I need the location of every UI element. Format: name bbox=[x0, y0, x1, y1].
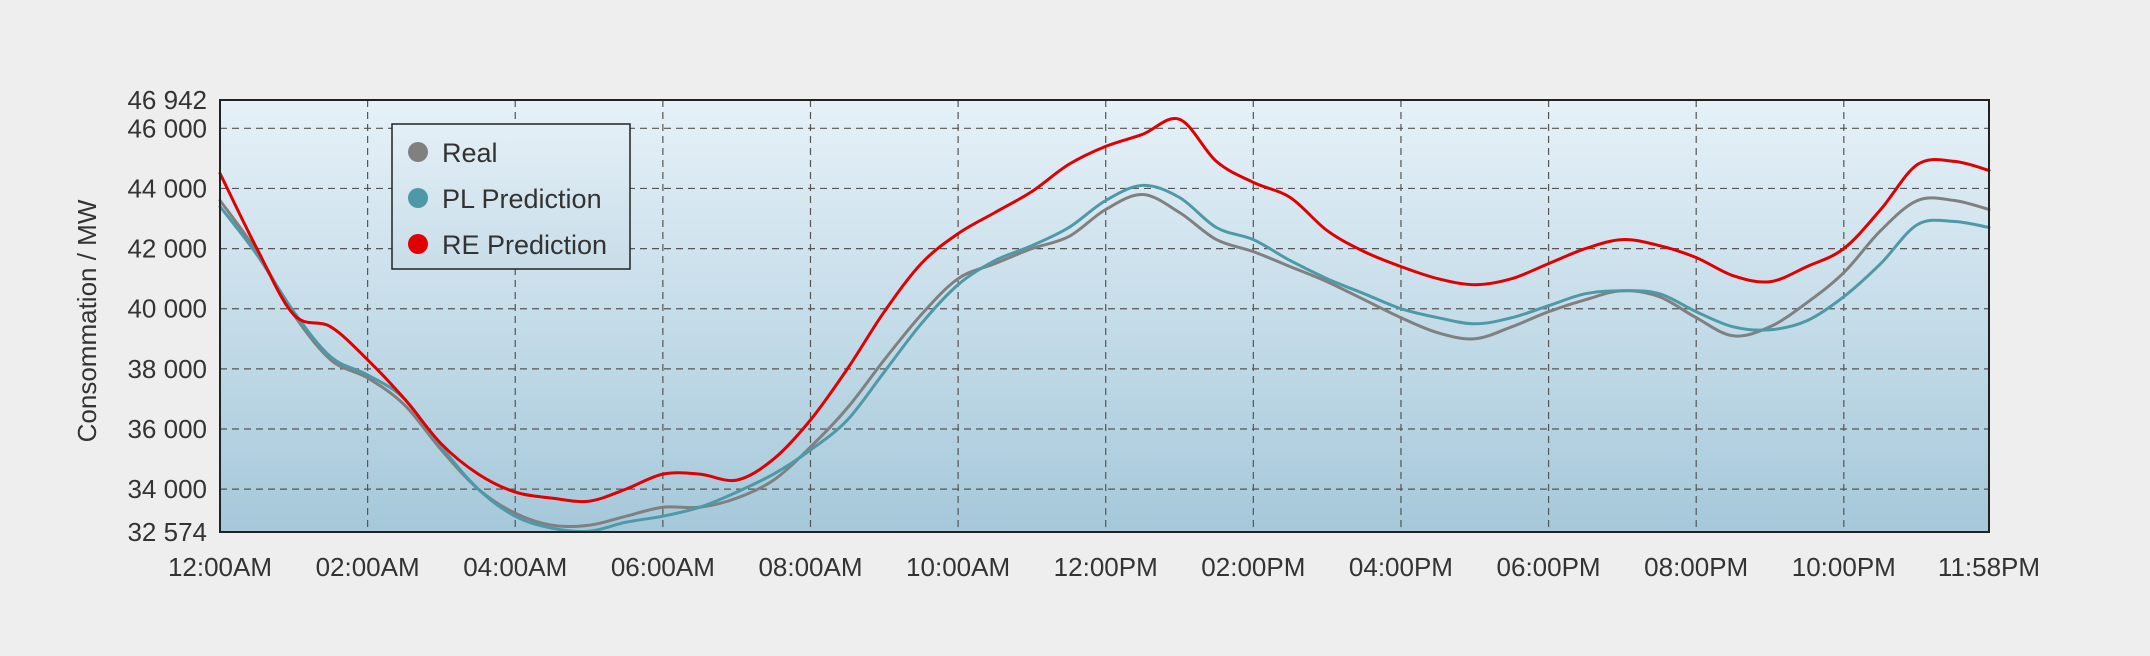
x-tick-label: 10:00AM bbox=[906, 552, 1010, 582]
x-tick-label: 11:58PM bbox=[1938, 552, 2040, 582]
x-tick-label: 04:00AM bbox=[463, 552, 567, 582]
legend-marker bbox=[408, 188, 428, 208]
x-tick-label: 12:00PM bbox=[1054, 552, 1158, 582]
x-axis: 12:00AM 02:00AM 04:00AM 06:00AM 08:00AM 10:00… bbox=[168, 552, 2040, 582]
legend-item: RE Prediction bbox=[408, 230, 607, 260]
y-tick-label: 36 000 bbox=[127, 414, 207, 444]
y-tick-label: 38 000 bbox=[127, 354, 207, 384]
legend-label: RE Prediction bbox=[442, 230, 607, 260]
x-tick-label: 08:00AM bbox=[758, 552, 862, 582]
legend-marker bbox=[408, 234, 428, 254]
series-line-re-prediction bbox=[218, 116, 1991, 504]
y-tick-label: 44 000 bbox=[127, 173, 207, 203]
legend: Real PL Prediction RE Prediction bbox=[391, 123, 631, 270]
x-tick-label: 02:00AM bbox=[316, 552, 420, 582]
y-tick-label: 46 942 bbox=[127, 85, 207, 115]
y-axis: 32 574 34 000 36 000 38 000 40 000 42 000 44 0… bbox=[127, 85, 207, 547]
x-tick-label: 02:00PM bbox=[1201, 552, 1305, 582]
x-tick-label: 10:00PM bbox=[1792, 552, 1896, 582]
x-tick-label: 08:00PM bbox=[1644, 552, 1748, 582]
x-tick-label: 04:00PM bbox=[1349, 552, 1453, 582]
legend-label: PL Prediction bbox=[442, 184, 602, 214]
series-line-real bbox=[218, 192, 1991, 529]
y-axis-title: Consommation / MW bbox=[72, 199, 102, 442]
y-tick-label: 42 000 bbox=[127, 234, 207, 264]
x-tick-label: 06:00PM bbox=[1497, 552, 1601, 582]
legend-item: Real bbox=[408, 138, 498, 168]
legend-item: PL Prediction bbox=[408, 184, 602, 214]
y-tick-label: 46 000 bbox=[127, 113, 207, 143]
x-tick-label: 12:00AM bbox=[168, 552, 272, 582]
y-tick-label: 34 000 bbox=[127, 474, 207, 504]
legend-label: Real bbox=[442, 138, 498, 168]
series-layer bbox=[218, 116, 1991, 534]
y-tick-label: 40 000 bbox=[127, 294, 207, 324]
plot-border bbox=[219, 99, 1990, 533]
legend-box bbox=[391, 123, 631, 270]
series-line-pl-prediction bbox=[218, 183, 1991, 534]
legend-marker bbox=[408, 142, 428, 162]
x-tick-label: 06:00AM bbox=[611, 552, 715, 582]
y-tick-label: 32 574 bbox=[127, 517, 207, 547]
